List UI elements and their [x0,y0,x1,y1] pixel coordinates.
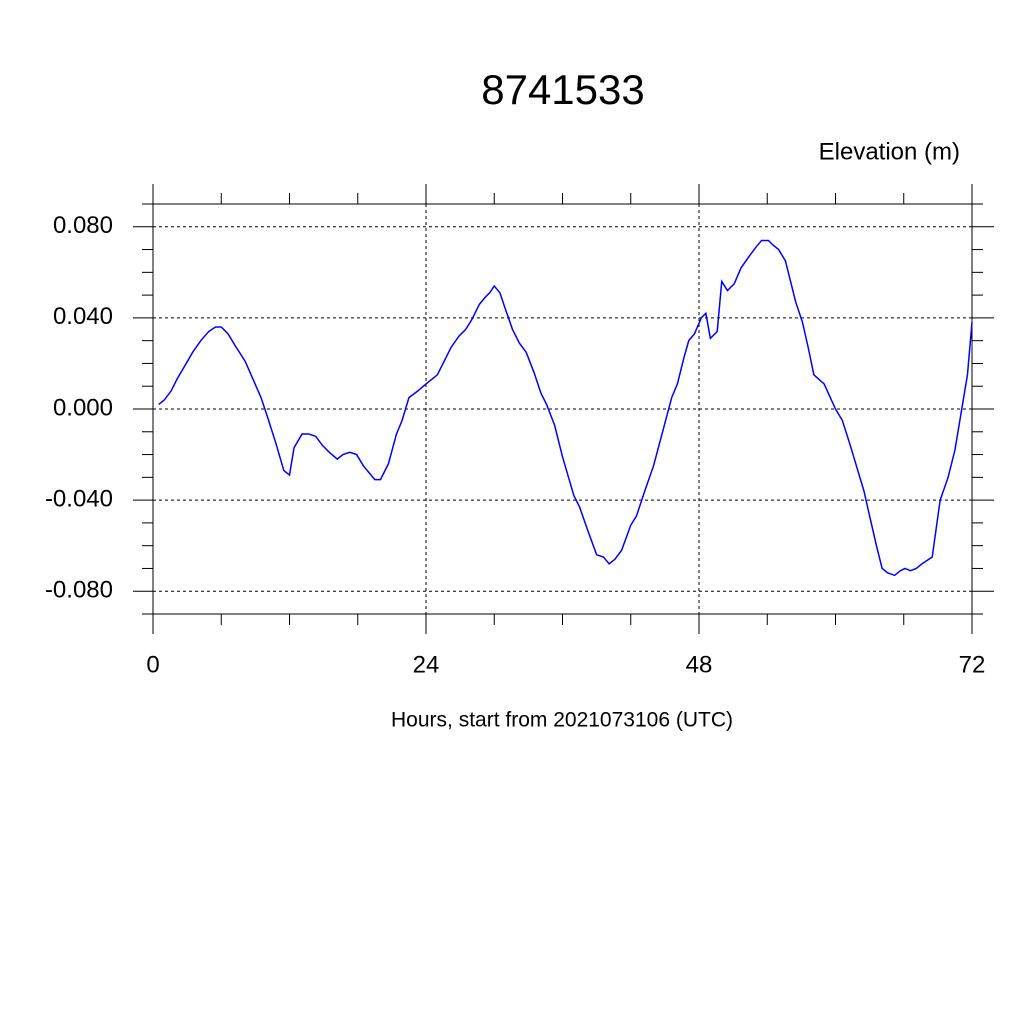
x-axis-label: Hours, start from 2021073106 (UTC) [391,709,733,732]
y-tick-label: 0.080 [53,212,113,239]
x-tick-label: 48 [686,651,713,678]
y-axis-label: Elevation (m) [819,138,960,165]
y-tick-label: 0.040 [53,303,113,330]
x-tick-label: 0 [146,651,159,678]
y-tick-label: -0.080 [45,577,113,604]
y-tick-label: 0.000 [53,394,113,421]
x-tick-label: 24 [413,651,440,678]
y-tick-label: -0.040 [45,485,113,512]
chart-title: 8741533 [481,66,645,113]
x-tick-label: 72 [959,651,986,678]
data-line [158,239,973,577]
